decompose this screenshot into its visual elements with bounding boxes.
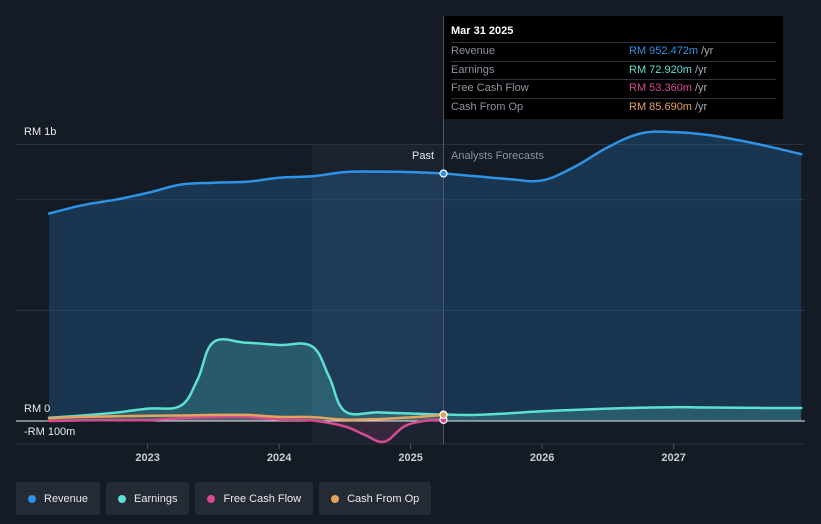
tooltip-value: RM 952.472m xyxy=(629,45,699,57)
tooltip-value: RM 53.360m xyxy=(629,82,692,94)
hover-markers xyxy=(439,169,448,424)
free-cash-flow-dot-icon xyxy=(207,494,216,503)
tooltip-row-cash-from-op: Cash From Op RM 85.690m /yr xyxy=(451,99,776,117)
tooltip-date: Mar 31 2025 xyxy=(451,22,776,43)
legend-label: Earnings xyxy=(134,492,178,505)
data-tooltip: Mar 31 2025 Revenue RM 952.472m /yr Earn… xyxy=(444,16,783,119)
legend-label: Cash From Op xyxy=(347,492,420,505)
cash-from-op-marker xyxy=(439,410,448,420)
tooltip-value: RM 85.690m xyxy=(629,100,692,113)
cash-from-op-line xyxy=(47,413,445,421)
revenue-area xyxy=(49,131,802,422)
tooltip-unit: /yr xyxy=(701,45,714,57)
legend-item-cash-from-op[interactable]: Cash From Op xyxy=(319,482,432,515)
tooltip-unit: /yr xyxy=(694,63,708,76)
tooltip-row-free-cash-flow: Free Cash Flow RM 53.360m /yr xyxy=(451,80,776,99)
x-tick-label: 2026 xyxy=(530,452,554,464)
legend-label: Revenue xyxy=(44,492,89,505)
series-lines xyxy=(47,130,803,444)
tooltip-unit: /yr xyxy=(694,82,708,94)
free-cash-flow-area xyxy=(49,416,444,442)
x-tick-label: 2025 xyxy=(398,452,422,464)
forecast-label: Analysts Forecasts xyxy=(451,150,544,162)
revenue-dot-icon xyxy=(28,494,36,503)
tooltip-label: Cash From Op xyxy=(451,100,524,113)
legend-item-revenue[interactable]: Revenue xyxy=(16,482,101,515)
tooltip-row-earnings: Earnings RM 72.920m /yr xyxy=(451,62,776,80)
tooltip-label: Free Cash Flow xyxy=(451,82,529,94)
legend-item-earnings[interactable]: Earnings xyxy=(106,482,190,515)
revenue-line xyxy=(47,130,803,215)
x-axis-ticks: 2023 2024 2025 2026 2027 xyxy=(135,444,686,464)
chart-legend: Revenue Earnings Free Cash Flow Cash Fro… xyxy=(16,482,432,515)
revenue-marker xyxy=(439,169,448,178)
tooltip-value: RM 72.920m xyxy=(629,63,692,76)
tooltip-row-revenue: Revenue RM 952.472m /yr xyxy=(451,43,776,62)
x-tick-label: 2024 xyxy=(267,452,292,464)
earnings-line xyxy=(47,338,803,419)
tooltip-label: Revenue xyxy=(451,45,496,57)
earnings-area xyxy=(49,339,802,421)
past-label: Past xyxy=(412,150,435,162)
tooltip-unit: /yr xyxy=(694,100,708,113)
y-tick-label-neg100m: -RM 100m xyxy=(24,426,76,438)
x-tick-label: 2023 xyxy=(135,452,159,464)
past-shade xyxy=(312,145,444,444)
legend-label: Free Cash Flow xyxy=(223,492,302,505)
cash-from-op-dot-icon xyxy=(331,494,340,503)
earnings-dot-icon xyxy=(118,494,127,503)
legend-item-free-cash-flow[interactable]: Free Cash Flow xyxy=(195,482,314,515)
free-cash-flow-line xyxy=(47,415,445,444)
x-tick-label: 2027 xyxy=(661,452,685,464)
y-tick-label-1b: RM 1b xyxy=(24,126,57,138)
tooltip-label: Earnings xyxy=(451,63,495,76)
y-tick-label-0: RM 0 xyxy=(24,403,51,415)
series-areas xyxy=(49,131,802,442)
